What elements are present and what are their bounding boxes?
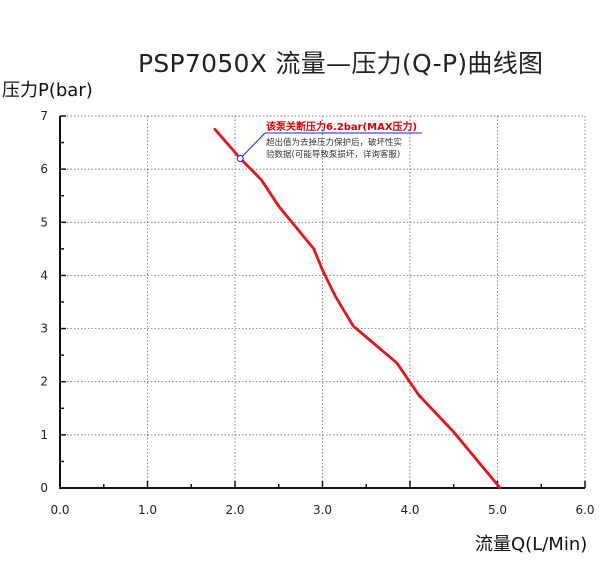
series-line bbox=[213, 127, 502, 490]
x-tick-label: 0.0 bbox=[50, 503, 69, 517]
y-tick-label: 5 bbox=[40, 215, 48, 229]
y-tick-label: 1 bbox=[40, 428, 48, 442]
x-tick-label: 4.0 bbox=[400, 503, 419, 517]
x-tick-label: 5.0 bbox=[488, 503, 507, 517]
annotation-title: 该泵关断压力6.2bar(MAX压力) bbox=[266, 120, 417, 133]
y-tick-label: 7 bbox=[40, 109, 48, 123]
annotation-body-line-1: 超出值为去掉压力保护后，破坏性实 bbox=[266, 137, 402, 148]
chart-title: PSP7050X 流量—压力(Q-P)曲线图 bbox=[138, 49, 544, 78]
y-tick-label: 2 bbox=[40, 375, 48, 389]
x-tick-label: 2.0 bbox=[225, 503, 244, 517]
x-tick-label: 3.0 bbox=[313, 503, 332, 517]
y-axis-title: 压力P(bar) bbox=[2, 80, 93, 101]
y-tick-label: 6 bbox=[40, 162, 48, 176]
y-tick-label: 4 bbox=[40, 268, 48, 282]
annotation-point-marker bbox=[236, 155, 244, 163]
x-tick-label: 1.0 bbox=[138, 503, 157, 517]
x-tick-label: 6.0 bbox=[575, 503, 594, 517]
annotation-body-line-2: 验数据(可能导致泵损坏，详询客服) bbox=[266, 149, 400, 160]
y-tick-label: 0 bbox=[40, 481, 48, 495]
annotation-leader-line bbox=[239, 132, 266, 159]
y-tick-label: 3 bbox=[40, 322, 48, 336]
x-axis-title: 流量Q(L/Min) bbox=[475, 534, 588, 555]
